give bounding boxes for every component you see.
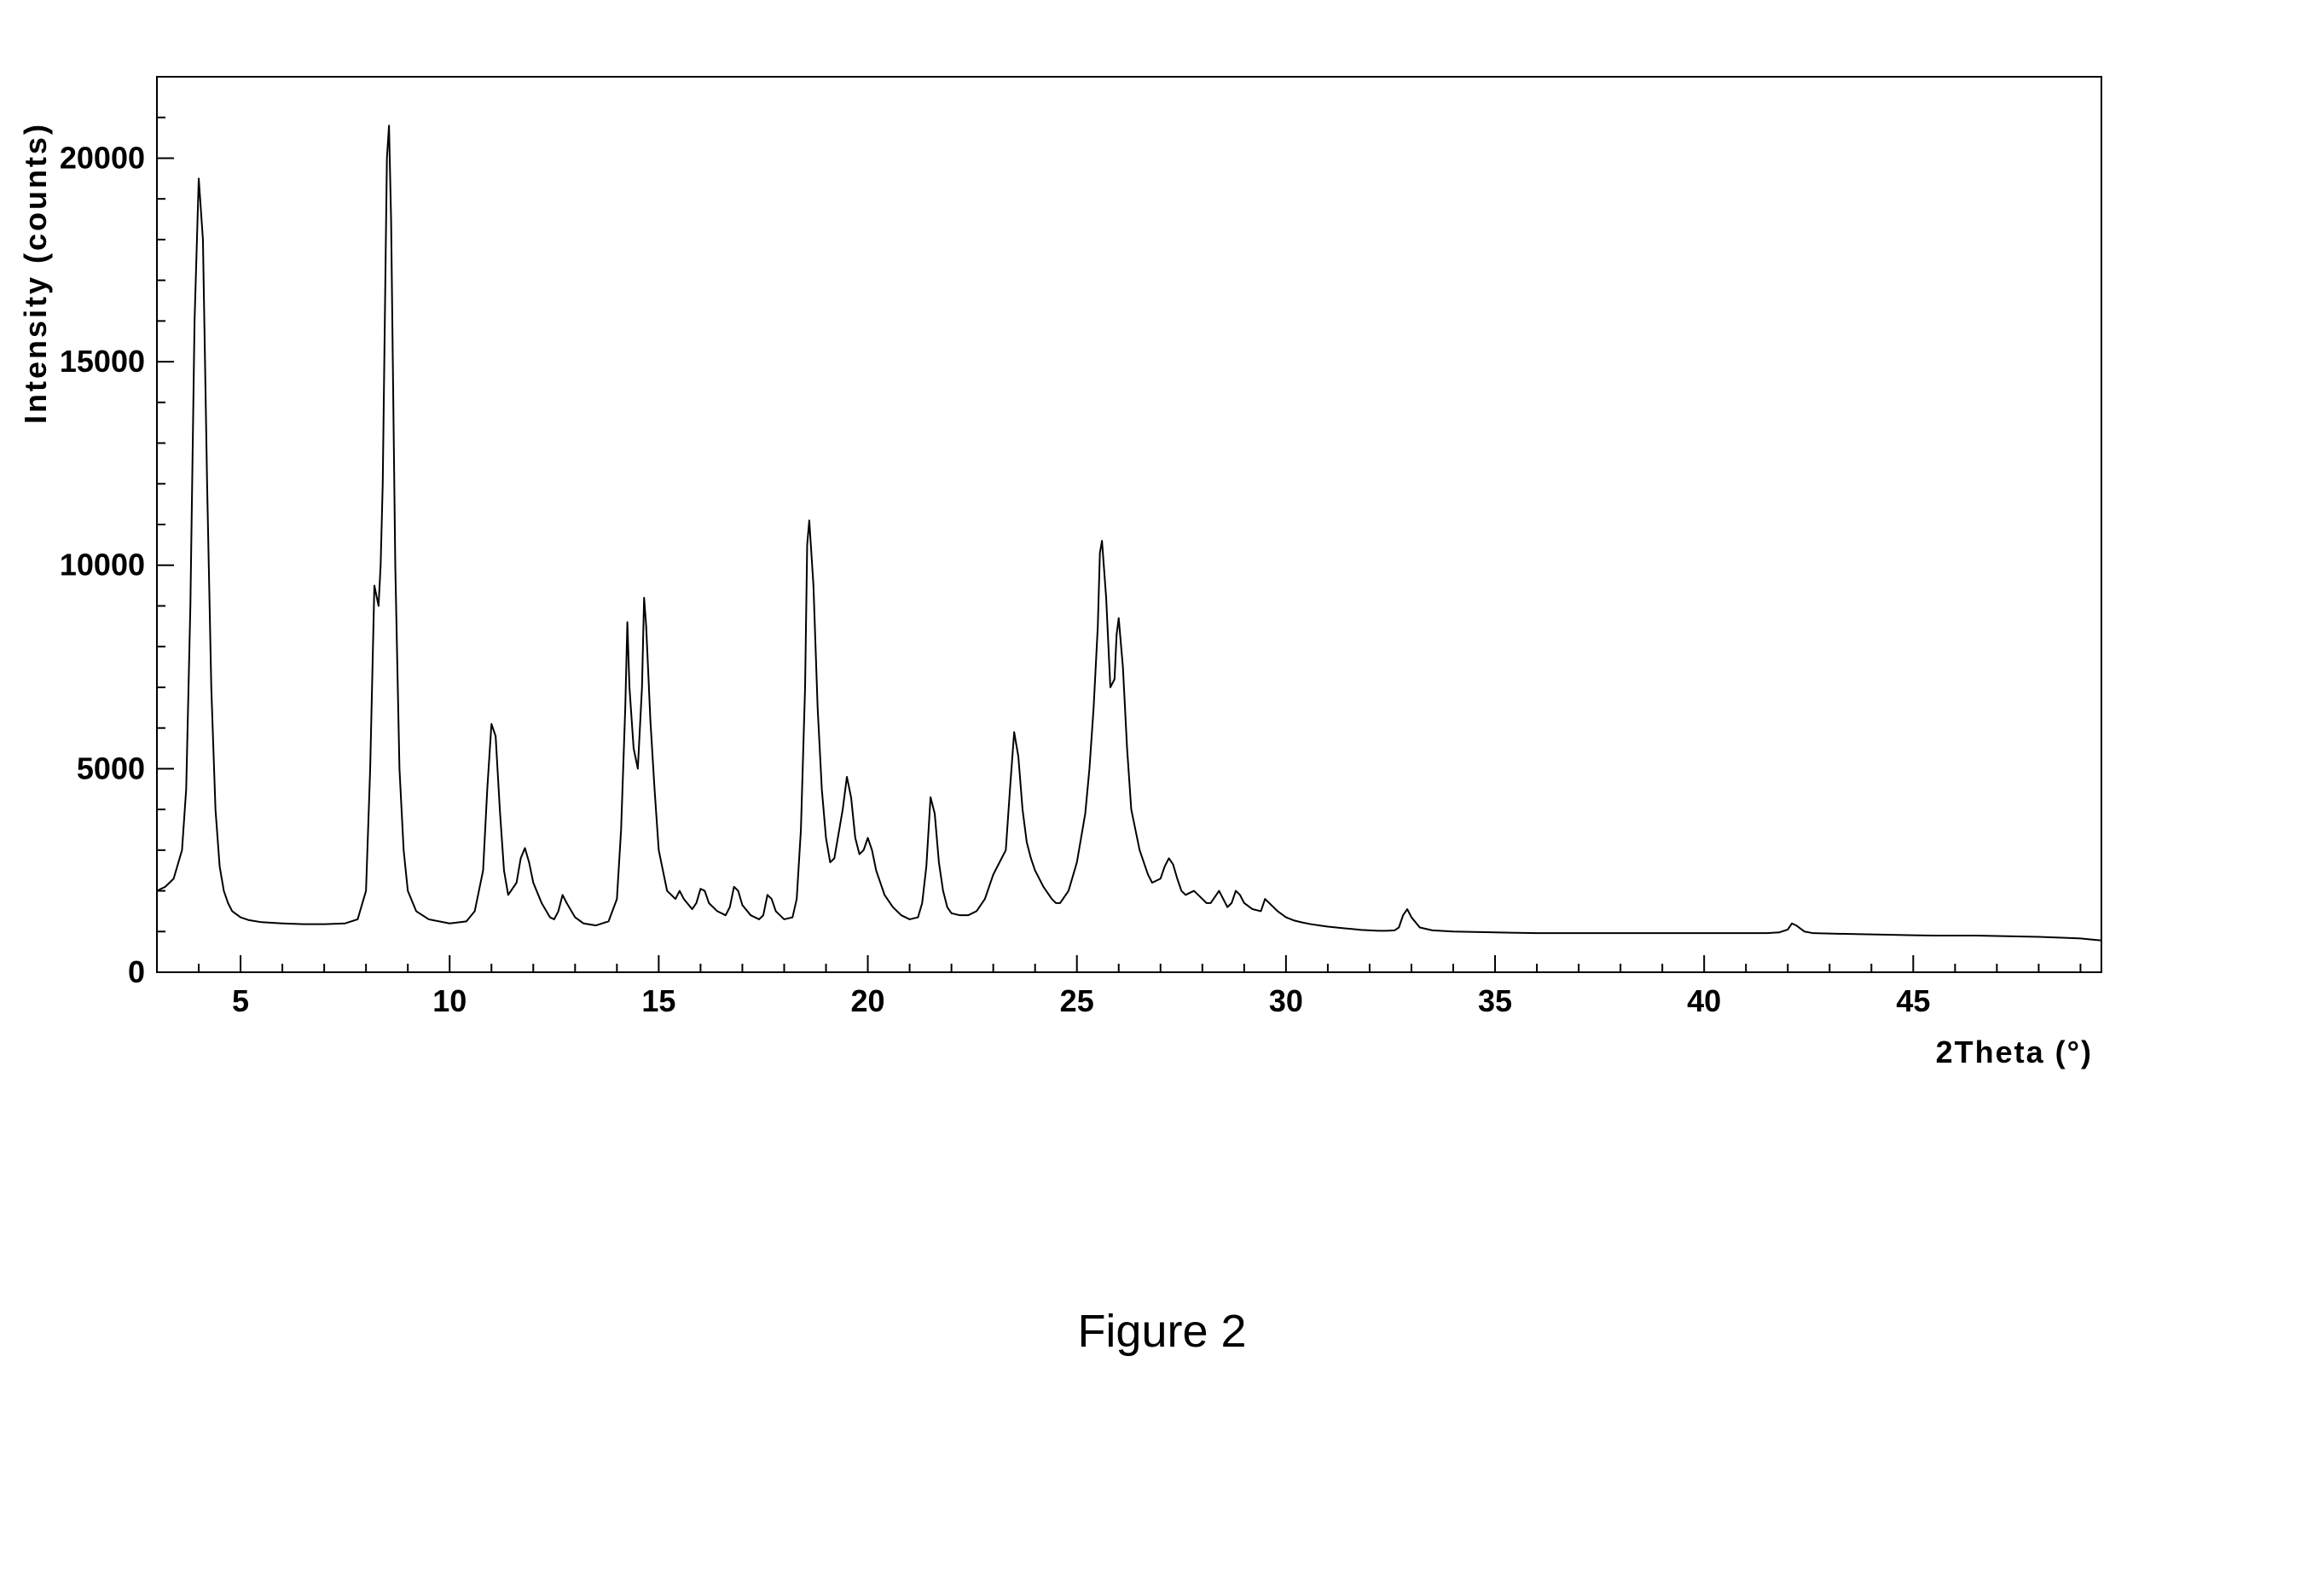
diffraction-trace: [157, 125, 2101, 941]
y-tick-label: 20000: [60, 140, 145, 175]
x-tick-label: 10: [432, 983, 467, 1018]
y-tick-label: 0: [128, 954, 145, 989]
x-tick-label: 30: [1269, 983, 1303, 1018]
y-tick-label: 10000: [60, 548, 145, 582]
x-tick-label: 15: [641, 983, 675, 1018]
xrd-chart: 5 10 15 20 25 30 35 40 452Theta (°) 0 5000 10000 150…: [0, 0, 2324, 1194]
plot-border: [157, 77, 2101, 972]
x-axis-label: 2Theta (°): [1936, 1035, 2093, 1069]
x-tick-label: 45: [1896, 983, 1930, 1018]
x-tick-label: 25: [1060, 983, 1094, 1018]
y-axis-label: Intensity (counts): [18, 122, 53, 424]
x-tick-label: 35: [1478, 983, 1512, 1018]
x-tick-label: 20: [851, 983, 885, 1018]
page-root: 5 10 15 20 25 30 35 40 452Theta (°) 0 5000 10000 150…: [0, 0, 2324, 1588]
y-tick-label: 15000: [60, 344, 145, 379]
y-tick-label: 5000: [77, 751, 145, 785]
figure-caption: Figure 2: [0, 1305, 2324, 1358]
x-tick-label: 5: [232, 983, 249, 1018]
x-tick-label: 40: [1687, 983, 1721, 1018]
